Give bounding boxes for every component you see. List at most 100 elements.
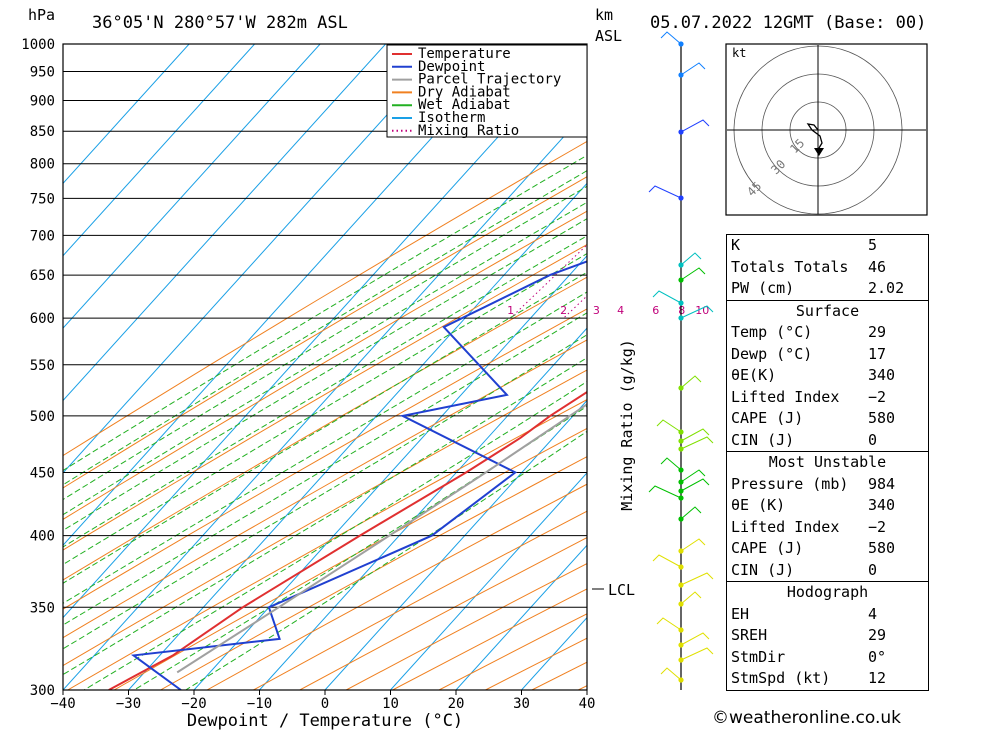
tt-value: 46	[868, 257, 887, 276]
hodograph-trace	[806, 123, 823, 149]
x-tick-label: 10	[382, 696, 399, 712]
unit-hpa: hPa	[28, 6, 55, 24]
temperature-line	[108, 390, 587, 690]
pressure-tick: 450	[30, 465, 55, 481]
surface-theta-label: θE(K)	[731, 366, 777, 384]
sreh-label: SREH	[731, 626, 768, 644]
sreh-value: 29	[868, 626, 887, 644]
pressure-tick: 950	[30, 65, 55, 81]
mu-cape-label: CAPE (J)	[731, 539, 804, 557]
surface-li-label: Lifted Index	[731, 387, 840, 406]
datetime-title: 05.07.2022 12GMT (Base: 00)	[650, 13, 926, 33]
pressure-tick: 700	[30, 228, 55, 244]
surface-theta-value: 340	[868, 366, 896, 384]
wind-barb	[680, 436, 714, 450]
wind-barb	[656, 419, 682, 433]
lcl-label: LCL	[608, 581, 635, 599]
wet-adiabat-line	[83, 381, 587, 690]
mu-cin-label: CIN (J)	[731, 560, 795, 579]
isotherm-line	[63, 44, 518, 546]
surface-dewp-label: Dewp (°C)	[731, 344, 813, 363]
legend-entry: Mixing Ratio	[418, 123, 519, 139]
dry-adiabat-line	[63, 140, 587, 457]
isotherm-line	[128, 182, 587, 690]
pressure-tick: 500	[30, 409, 55, 425]
surface-cin-value: 0	[868, 430, 878, 449]
dry-adiabat-line	[67, 399, 587, 690]
stmdir-label: StmDir	[731, 647, 786, 666]
isotherm-line	[63, 44, 321, 329]
wind-barb	[680, 469, 706, 483]
x-tick-label: −10	[247, 696, 272, 712]
dry-adiabat-line	[206, 483, 587, 690]
wet-adiabat-line	[63, 252, 587, 566]
mu-pressure-value: 984	[868, 474, 896, 493]
pressure-tick: 300	[30, 683, 55, 699]
legend-entry: Dewpoint	[418, 59, 485, 75]
stmdir-value: 0°	[868, 647, 887, 666]
unit-km: km	[595, 6, 613, 24]
wind-barb	[680, 478, 710, 492]
mu-li-label: Lifted Index	[731, 517, 840, 536]
pw-value: 2.02	[868, 279, 905, 297]
pressure-tick: 800	[30, 157, 55, 173]
indices-box: K 5 Totals Totals 46 PW (cm) 2.02 Surface T…	[726, 234, 929, 691]
hodograph-stats-title: Hodograph	[727, 581, 928, 604]
wind-barb	[660, 667, 682, 681]
temperature-tick-labels: −40 −30 −20 −10 0 10 20 30 40	[50, 690, 595, 712]
mu-theta-label: θE (K)	[731, 496, 786, 514]
surface-dewp-value: 17	[868, 344, 887, 363]
wind-barb	[680, 62, 706, 76]
pressure-tick: 900	[30, 94, 55, 110]
wet-adiabat-line	[133, 405, 587, 690]
wet-adiabat-line	[63, 185, 587, 501]
lcl-marker: LCL	[592, 581, 635, 599]
wet-adiabat-line	[63, 201, 587, 516]
x-tick-label: −20	[181, 696, 206, 712]
isotherm-line	[455, 544, 587, 690]
isotherm-line	[63, 44, 256, 257]
mixing-ratio-label: 6	[652, 304, 659, 317]
pressure-tick-labels: 300 350 400 450 500 550 600 650 700 750 800 850 900 9…	[21, 37, 55, 699]
x-tick-label: 20	[448, 696, 465, 712]
isotherm-line	[63, 44, 190, 185]
x-tick-label: 30	[513, 696, 530, 712]
surface-cin-label: CIN (J)	[731, 430, 795, 449]
parcel-trajectory-line	[176, 403, 587, 674]
wind-barb	[652, 290, 682, 304]
wind-barb	[648, 485, 682, 499]
hodograph-unit: kt	[732, 46, 746, 60]
mu-cin-value: 0	[868, 560, 878, 579]
dry-adiabat-line	[63, 308, 587, 610]
pressure-tick: 1000	[21, 37, 55, 53]
copyright-footer[interactable]: ©weatheronline.co.uk	[712, 708, 902, 728]
k-value: 5	[868, 236, 878, 254]
stmspd-label: StmSpd (kt)	[731, 669, 831, 687]
wind-barb	[680, 632, 710, 646]
x-tick-label: 0	[321, 696, 329, 712]
mixing-ratio-axis-label: Mixing Ratio (g/kg)	[618, 339, 636, 511]
isotherm-line	[63, 44, 583, 619]
mu-pressure-label: Pressure (mb)	[731, 474, 849, 493]
dry-adiabat-line	[253, 510, 587, 690]
wind-barb	[680, 119, 710, 133]
pressure-tick: 650	[30, 268, 55, 284]
series-lines	[108, 260, 587, 690]
isotherm-line	[324, 399, 587, 690]
surface-temp-value: 29	[868, 323, 887, 341]
pressure-tick: 350	[30, 600, 55, 616]
wind-barb	[680, 506, 702, 520]
wind-barb	[648, 185, 682, 199]
wet-adiabat-line	[63, 170, 587, 486]
surface-cape-label: CAPE (J)	[731, 409, 804, 427]
k-label: K	[731, 236, 741, 254]
mixing-ratio-label: 2	[560, 304, 567, 317]
storm-motion-marker	[814, 148, 824, 156]
surface-temp-label: Temp (°C)	[731, 323, 813, 341]
eh-value: 4	[868, 604, 878, 623]
mu-cape-value: 580	[868, 539, 896, 557]
isotherm-line	[193, 255, 587, 690]
wet-adiabat-line	[63, 334, 587, 650]
